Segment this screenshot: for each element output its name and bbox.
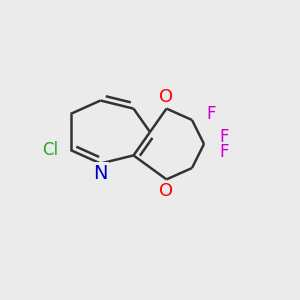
Text: F: F [220, 128, 229, 146]
Text: F: F [207, 105, 216, 123]
Text: Cl: Cl [42, 141, 58, 159]
Text: O: O [159, 88, 174, 106]
Text: N: N [93, 164, 108, 183]
Text: F: F [220, 143, 229, 161]
Text: O: O [159, 182, 174, 200]
